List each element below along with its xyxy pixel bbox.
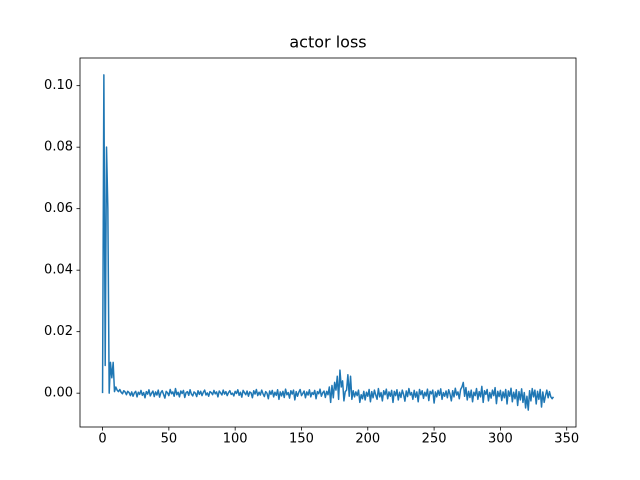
y-tick-label: 0.00 — [44, 386, 73, 401]
x-tick-label: 0 — [98, 432, 106, 447]
x-tick-label: 150 — [289, 432, 314, 447]
x-tick-label: 200 — [355, 432, 380, 447]
y-tick-label: 0.06 — [44, 201, 73, 216]
y-tick-label: 0.02 — [44, 324, 73, 339]
y-tick-label: 0.04 — [44, 263, 73, 278]
y-tick-label: 0.08 — [44, 140, 73, 155]
axes-frame — [79, 57, 577, 428]
chart-title: actor loss — [289, 33, 366, 52]
y-tick-label: 0.10 — [44, 78, 73, 93]
x-tick-label: 300 — [488, 432, 513, 447]
x-tick-label: 250 — [422, 432, 447, 447]
line-series — [101, 74, 555, 411]
x-tick-label: 50 — [161, 432, 178, 447]
x-tick-label: 100 — [223, 432, 248, 447]
x-tick-label: 350 — [554, 432, 579, 447]
